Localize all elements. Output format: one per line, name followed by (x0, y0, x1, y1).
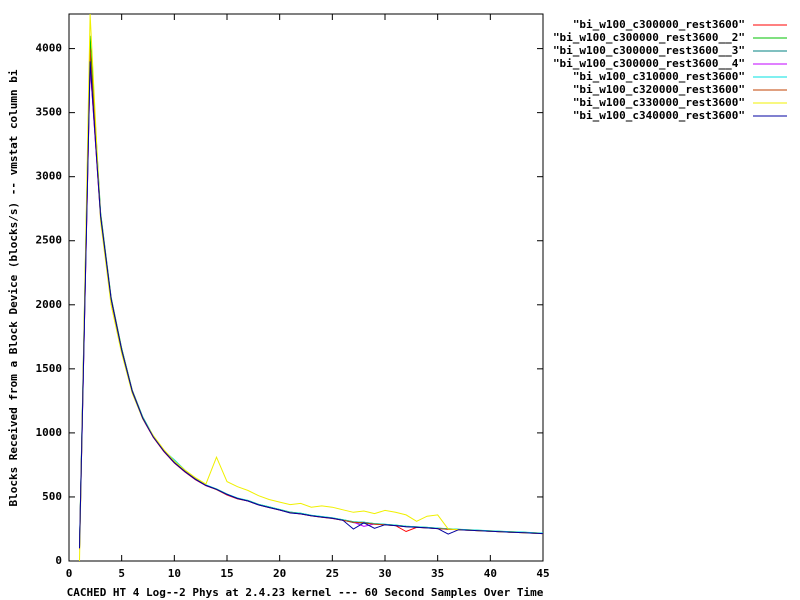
y-tick-label: 1000 (36, 426, 63, 439)
legend-label: "bi_w100_c310000_rest3600" (573, 70, 745, 83)
x-tick-label: 10 (168, 567, 181, 580)
legend-label: "bi_w100_c300000_rest3600__4" (553, 57, 745, 70)
series-line (79, 65, 544, 549)
y-tick-label: 2000 (36, 298, 63, 311)
y-tick-label: 4000 (36, 42, 63, 55)
series-line (79, 13, 544, 562)
x-axis-label: CACHED HT 4 Log--2 Phys at 2.4.23 kernel… (67, 586, 544, 599)
x-tick-label: 20 (273, 567, 286, 580)
series-line (79, 54, 544, 549)
y-tick-label: 0 (55, 554, 62, 567)
y-tick-label: 2500 (36, 234, 63, 247)
y-axis-label: Blocks Received from a Block Device (blo… (7, 69, 20, 506)
series-line (79, 48, 544, 549)
series-line (79, 61, 544, 549)
series-line (79, 54, 544, 548)
y-tick-label: 1500 (36, 362, 63, 375)
x-tick-label: 30 (378, 567, 391, 580)
legend-label: "bi_w100_c340000_rest3600" (573, 109, 745, 122)
x-tick-label: 45 (536, 567, 549, 580)
plot-frame (68, 13, 544, 562)
y-tick-label: 500 (42, 490, 62, 503)
legend-label: "bi_w100_c330000_rest3600" (573, 96, 745, 109)
legend-label: "bi_w100_c320000_rest3600" (573, 83, 745, 96)
legend-label: "bi_w100_c300000_rest3600__2" (553, 31, 745, 44)
y-tick-label: 3000 (36, 170, 63, 183)
x-tick-label: 15 (220, 567, 233, 580)
x-tick-label: 5 (118, 567, 125, 580)
x-tick-label: 25 (326, 567, 339, 580)
legend-label: "bi_w100_c300000_rest3600" (573, 18, 745, 31)
legend-label: "bi_w100_c300000_rest3600__3" (553, 44, 745, 57)
series-line (79, 35, 544, 547)
y-tick-label: 3500 (36, 106, 63, 119)
x-tick-label: 35 (431, 567, 444, 580)
x-tick-label: 0 (66, 567, 73, 580)
series-line (79, 63, 544, 550)
x-tick-label: 40 (484, 567, 497, 580)
